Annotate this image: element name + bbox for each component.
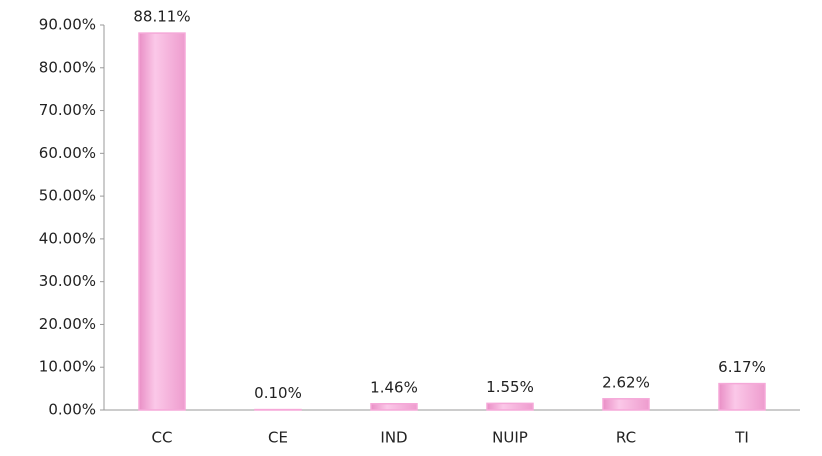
y-tick-label: 20.00% (39, 315, 96, 333)
data-label: 1.46% (370, 378, 418, 396)
x-tick-label: TI (734, 429, 749, 447)
bar (371, 404, 417, 410)
bar (719, 384, 765, 410)
x-tick-label: RC (616, 429, 636, 447)
y-tick-label: 90.00% (39, 16, 96, 34)
x-tick-label: CC (152, 429, 173, 447)
y-tick-label: 40.00% (39, 229, 96, 247)
data-label: 6.17% (718, 358, 766, 376)
y-tick-label: 0.00% (48, 401, 96, 419)
x-tick-label: IND (380, 429, 407, 447)
bar (487, 403, 533, 410)
y-tick-label: 30.00% (39, 272, 96, 290)
data-label: 2.62% (602, 373, 650, 391)
data-label: 0.10% (254, 384, 302, 402)
y-tick-label: 80.00% (39, 58, 96, 76)
bar (139, 33, 185, 410)
y-tick-label: 70.00% (39, 101, 96, 119)
y-tick-label: 10.00% (39, 358, 96, 376)
y-tick-label: 60.00% (39, 144, 96, 162)
bar (603, 399, 649, 410)
x-tick-label: NUIP (492, 429, 528, 447)
x-tick-label: CE (268, 429, 288, 447)
data-label: 1.55% (486, 378, 534, 396)
data-label: 88.11% (133, 8, 190, 26)
y-tick-label: 50.00% (39, 187, 96, 205)
